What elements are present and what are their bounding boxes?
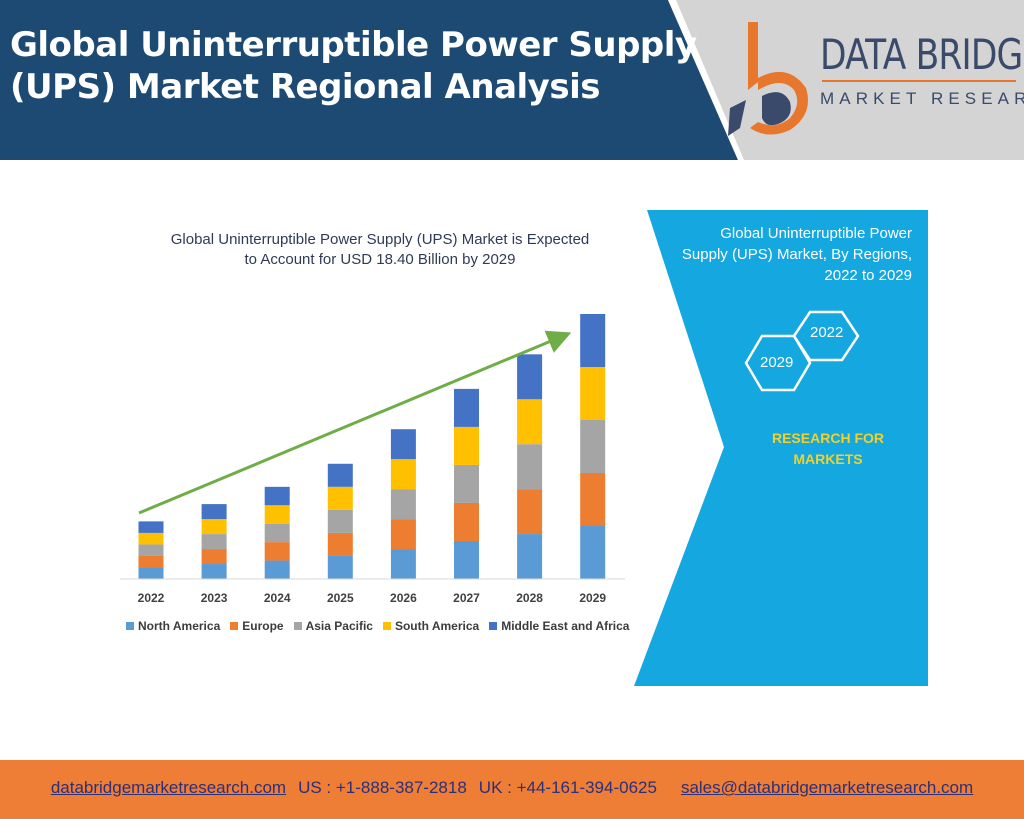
bar-segment-2025-1 [327,532,353,556]
bar-segment-2027-0 [454,540,479,579]
legend-label: North America [138,619,221,633]
bar-segment-2029-0 [580,526,606,579]
bar-segment-2022-0 [138,567,164,579]
bar-segment-2024-1 [264,542,290,561]
bar-segment-2027-4 [454,388,479,427]
bar-segment-2029-2 [580,420,606,473]
side-panel-title-line-2: Supply (UPS) Market, By Regions, [681,246,912,263]
legend-label: Asia Pacific [305,619,373,633]
bar-segment-2024-4 [264,486,290,506]
page-title-line-1: Global Uninterruptible Power Supply [10,25,697,65]
hex-label-start: 2022 [810,324,844,341]
bar-segment-2026-4 [390,429,416,460]
legend-swatch [489,622,498,630]
bar-segment-2026-2 [390,489,416,520]
research-line-1: RESEARCH FOR [771,430,884,446]
bar-segment-2023-4 [201,504,227,520]
x-tick-label-2024: 2024 [264,591,291,605]
side-panel-title-line-1: Global Uninterruptible Power [720,225,912,242]
bar-segment-2022-1 [138,555,164,568]
x-tick-label-2026: 2026 [390,591,417,605]
x-tick-label-2022: 2022 [138,591,165,605]
bar-segment-2025-3 [327,486,353,510]
bar-segment-2022-3 [138,532,164,545]
bar-segment-2028-3 [517,399,543,445]
bar-segment-2027-3 [454,426,479,465]
x-tick-label-2028: 2028 [516,591,543,605]
bar-segment-2023-0 [201,564,227,579]
chart-title-line-2: to Account for USD 18.40 Billion by 2029 [244,251,516,268]
bars-layer [138,314,606,579]
chart-legend: North America Europe Asia Pacific South Ame… [126,618,629,634]
legend-item-4: Middle East and Africa [489,619,629,633]
logo-divider [822,80,1016,82]
bar-segment-2029-4 [580,314,606,367]
legend-label: Middle East and Africa [501,619,630,633]
legend-swatch [382,622,391,630]
bar-segment-2026-1 [390,519,416,550]
bar-segment-2023-2 [201,534,227,550]
side-panel-title: Global Uninterruptible Power Supply (UPS… [660,223,912,286]
legend-label: Europe [242,619,284,633]
chart-title-line-1: Global Uninterruptible Power Supply (UPS… [170,231,590,248]
bar-segment-2026-0 [390,549,416,579]
bar-segment-2029-1 [580,473,606,526]
side-panel-background [634,210,928,686]
bar-segment-2028-4 [517,354,543,400]
trend-arrow [138,330,572,515]
hexagon-2029-icon [744,334,812,392]
bar-segment-2024-2 [264,523,290,543]
data-bridge-logo-icon [728,22,808,136]
bar-segment-2025-2 [327,509,353,533]
bar-segment-2029-3 [580,367,606,420]
legend-item-1: Europe [230,619,284,633]
bar-segment-2025-0 [327,555,353,579]
bar-segment-2022-4 [138,521,164,533]
bar-segment-2022-2 [138,544,164,556]
bar-segment-2027-2 [454,464,479,503]
phone-us: US : +1-888-387-2818 [298,778,467,797]
x-axis: 2022 2023 2024 2025 2026 2027 2028 2029 [120,578,625,605]
side-panel-title-line-3: 2022 to 2029 [824,267,912,284]
bar-segment-2026-3 [390,459,416,490]
bar-segment-2024-0 [264,560,290,579]
logo-subtitle: MARKET RESEARCH [820,89,1024,108]
legend-label: South America [394,619,480,633]
research-for-markets-label: RESEARCH FOR MARKETS [748,428,908,470]
bar-segment-2025-4 [327,463,353,487]
x-tick-label-2029: 2029 [579,591,606,605]
x-tick-label-2025: 2025 [327,591,354,605]
x-tick-label-2027: 2027 [453,591,480,605]
bar-segment-2028-0 [517,534,543,579]
bar-segment-2023-3 [201,519,227,535]
logo-name: DATA BRIDGE [820,30,1024,79]
legend-swatch [293,622,302,630]
hex-label-end: 2029 [760,354,794,371]
bar-segment-2028-1 [517,489,543,535]
footer [0,760,1024,819]
header-band [0,0,744,160]
bar-segment-2023-1 [201,549,227,565]
page-title: Global Uninterruptible Power Supply (UPS… [10,24,697,108]
chart-title: Global Uninterruptible Power Supply (UPS… [120,230,640,270]
bar-segment-2027-1 [454,502,479,541]
x-tick-label-2023: 2023 [201,591,228,605]
legend-item-2: Asia Pacific [293,619,373,633]
legend-swatch [230,622,239,630]
legend-swatch [126,622,134,630]
phone-uk: UK : +44-161-394-0625 [478,778,657,797]
legend-item-3: South America [382,619,480,633]
bar-segment-2028-2 [517,444,543,490]
bar-segment-2024-3 [264,505,290,524]
page-title-line-2: (UPS) Market Regional Analysis [10,67,600,107]
email-link[interactable]: sales@databridgemarketresearch.com [680,778,974,797]
research-line-2: MARKETS [793,451,863,467]
legend-item-0: North America [126,619,220,633]
footer-contact-row: databridgemarketresearch.com US : +1-888-… [0,778,1024,798]
website-link[interactable]: databridgemarketresearch.com [50,778,287,797]
